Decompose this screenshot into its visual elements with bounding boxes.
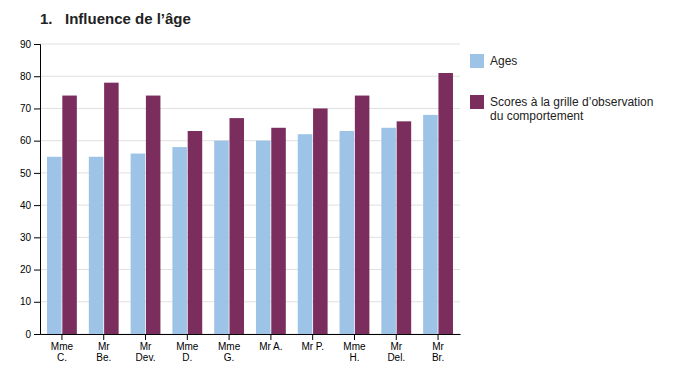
bar: [438, 73, 453, 334]
tick-mark: [438, 334, 439, 340]
title: 1. Influence de l’âge: [40, 10, 191, 27]
tick: Mr P.: [301, 334, 324, 352]
tick-label: 50: [20, 168, 32, 179]
tick-label: MrDev.: [136, 341, 156, 363]
bar: [62, 96, 77, 334]
bar: [423, 115, 438, 334]
tick-label: MrDel.: [387, 341, 405, 363]
tick-mark: [34, 108, 40, 109]
tick-label: MrBr.: [432, 341, 445, 363]
grid-line: [40, 108, 460, 109]
tick-label: MmeG.: [218, 341, 241, 363]
bars: [47, 73, 453, 334]
tick: MmeC.: [51, 334, 74, 363]
tick: 20: [20, 264, 40, 275]
tick: MrDel.: [387, 334, 405, 363]
bar: [47, 157, 62, 334]
tick-mark: [145, 334, 146, 340]
grid-line: [40, 44, 460, 45]
tick-label: 40: [20, 200, 32, 211]
tick: 50: [20, 168, 40, 179]
tick-mark: [34, 237, 40, 238]
tick-mark: [34, 44, 40, 45]
bar: [381, 128, 396, 334]
grid: [40, 44, 460, 334]
tick-label: MmeC.: [51, 341, 74, 363]
bar: [355, 96, 370, 334]
legend: Ages Scores à la grille d’observationdu c…: [470, 54, 653, 123]
tick-label: 20: [20, 264, 32, 275]
bar: [146, 96, 161, 334]
legend-label: Ages: [490, 54, 517, 68]
tick-label: 60: [20, 135, 32, 146]
bar: [89, 157, 104, 334]
chart: 1. Influence de l’âge 0 10 20 30 40 50 60 70 80 90…: [0, 0, 695, 374]
tick-mark: [354, 334, 355, 340]
bar: [229, 118, 244, 334]
tick-label: MmeH.: [343, 341, 366, 363]
x-axis: MmeC. MrBe. MrDev. MmeD. MmeG. Mr A. Mr P. MmeH…: [41, 334, 461, 363]
tick: MmeD.: [176, 334, 199, 363]
tick-mark: [312, 334, 313, 340]
y-axis: 0 10 20 30 40 50 60 70 80 90: [20, 39, 41, 340]
tick-label: MrBe.: [96, 341, 111, 363]
tick-label: 10: [20, 296, 32, 307]
tick: 10: [20, 296, 40, 307]
tick-label: MmeD.: [176, 341, 199, 363]
tick-label: 70: [20, 103, 32, 114]
tick: 70: [20, 103, 40, 114]
tick: MrDev.: [136, 334, 156, 363]
tick: 80: [20, 71, 40, 82]
bar: [340, 131, 355, 334]
tick: MmeH.: [343, 334, 366, 363]
bar: [188, 131, 203, 334]
tick-label: Mr A.: [259, 341, 282, 352]
tick-label: Mr P.: [301, 341, 324, 352]
legend-item: Scores à la grille d’observationdu compo…: [470, 95, 653, 123]
bar: [131, 154, 146, 334]
tick-label: 90: [20, 39, 32, 50]
tick: MrBr.: [432, 334, 445, 363]
tick: 60: [20, 135, 40, 146]
plot: 0 10 20 30 40 50 60 70 80 90 MmeC. MrBe. MrDev. MmeD.…: [20, 39, 461, 363]
tick-mark: [270, 334, 271, 340]
legend-swatch: [470, 54, 484, 68]
tick-label: 0: [25, 329, 31, 340]
tick: 30: [20, 232, 40, 243]
tick-label: 80: [20, 71, 32, 82]
bar: [397, 121, 412, 334]
tick-mark: [103, 334, 104, 340]
legend-swatch: [470, 95, 484, 109]
bar: [313, 108, 328, 334]
bar: [298, 134, 313, 334]
tick-mark: [34, 205, 40, 206]
bar: [256, 141, 271, 334]
bar: [271, 128, 286, 334]
tick-mark: [34, 270, 40, 271]
tick-mark: [34, 302, 40, 303]
tick: 0: [25, 329, 40, 340]
tick-mark: [61, 334, 62, 340]
tick: MmeG.: [218, 334, 241, 363]
tick-mark: [34, 76, 40, 77]
tick-mark: [34, 141, 40, 142]
axis-line: [34, 45, 41, 335]
grid-line: [40, 76, 460, 77]
tick-mark: [396, 334, 397, 340]
tick: Mr A.: [259, 334, 282, 352]
bar: [214, 141, 229, 334]
tick-mark: [34, 334, 40, 335]
bar: [104, 83, 119, 334]
bar: [172, 147, 187, 334]
tick-mark: [34, 173, 40, 174]
legend-label: Scores à la grille d’observationdu compo…: [490, 95, 653, 123]
tick: 40: [20, 200, 40, 211]
tick-mark: [229, 334, 230, 340]
tick: MrBe.: [96, 334, 111, 363]
tick: 90: [20, 39, 40, 50]
tick-mark: [187, 334, 188, 340]
legend-item: Ages: [470, 54, 517, 68]
tick-label: 30: [20, 232, 32, 243]
